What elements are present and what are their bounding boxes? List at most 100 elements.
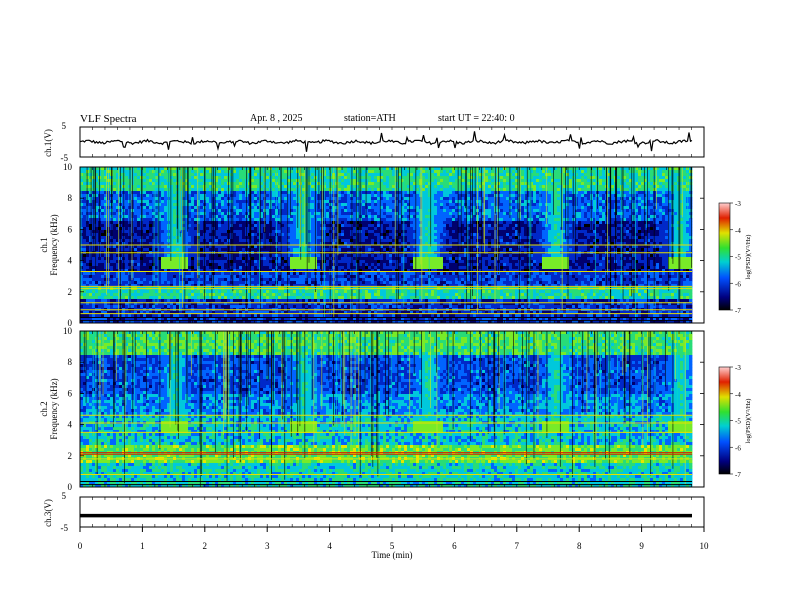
spec-cell — [161, 212, 165, 216]
spec-cell — [536, 215, 540, 219]
spec-cell — [548, 215, 552, 219]
spec-cell — [653, 218, 657, 222]
spec-cell — [431, 191, 435, 195]
spec-cell — [653, 182, 657, 186]
spec-cell — [431, 197, 435, 201]
spec-cell — [143, 224, 147, 228]
spec-cell — [449, 206, 453, 210]
spec-cell — [266, 212, 270, 216]
spec-cell — [659, 236, 663, 240]
spec-cell — [101, 233, 105, 237]
spec-cell — [662, 221, 666, 225]
spec-cell — [338, 206, 342, 210]
spec-cell — [305, 236, 309, 240]
spec-cell — [425, 194, 429, 198]
spec-cell — [308, 236, 312, 240]
spec-cell — [125, 239, 129, 243]
spec-cell — [485, 203, 489, 207]
spec-cell — [308, 230, 312, 234]
spec-cell — [515, 185, 519, 189]
spec-cell — [113, 176, 117, 180]
spec-cell — [329, 173, 333, 177]
spec-cell — [569, 236, 573, 240]
spec-cell — [209, 167, 213, 171]
spec-cell — [308, 209, 312, 213]
spec-cell — [83, 167, 87, 171]
spec-cell — [272, 209, 276, 213]
spec-cell — [143, 212, 147, 216]
spec-cell — [236, 185, 240, 189]
spec-cell — [134, 203, 138, 207]
spec-cell — [206, 233, 210, 237]
date-label: Apr. 8 , 2025 — [250, 113, 303, 124]
spec-cell — [686, 230, 690, 234]
spec-cell — [479, 194, 483, 198]
spec-cell — [437, 200, 441, 204]
spec-cell — [485, 200, 489, 204]
spec-cell — [539, 233, 543, 237]
spec-cell — [668, 188, 672, 192]
spec-cell — [581, 179, 585, 183]
spec-cell — [383, 194, 387, 198]
spec-cell — [512, 206, 516, 210]
spec-cell — [569, 206, 573, 210]
spec-cell — [104, 176, 108, 180]
spec-cell — [533, 176, 537, 180]
spec-cell — [422, 179, 426, 183]
spec-cell — [284, 215, 288, 219]
spec-cell — [80, 176, 84, 180]
spec-cell — [515, 188, 519, 192]
spec-cell — [521, 233, 525, 237]
spec-cell — [653, 200, 657, 204]
spec-cell — [674, 173, 678, 177]
spec-cell — [473, 185, 477, 189]
spec-cell — [446, 230, 450, 234]
spec-cell — [485, 230, 489, 234]
spec-cell — [143, 239, 147, 243]
spec-cell — [593, 227, 597, 231]
spec-cell — [149, 182, 153, 186]
spec-cell — [137, 224, 141, 228]
spec-cell — [218, 221, 222, 225]
spec-cell — [425, 224, 429, 228]
spec-cell — [533, 206, 537, 210]
spec-cell — [488, 167, 492, 171]
spec-cell — [407, 236, 411, 240]
spec-cell — [305, 215, 309, 219]
spec-cell — [302, 182, 306, 186]
spec-cell — [233, 221, 237, 225]
spec-cell — [290, 185, 294, 189]
spec-cell — [536, 224, 540, 228]
spec-cell — [188, 230, 192, 234]
spec-cell — [617, 215, 621, 219]
spec-cell — [287, 185, 291, 189]
spec-cell — [641, 224, 645, 228]
spec-cell — [539, 182, 543, 186]
spec-cell — [173, 233, 177, 237]
spec-cell — [554, 173, 558, 177]
spec-cell — [515, 179, 519, 183]
spec-cell — [326, 185, 330, 189]
spec-cell — [485, 212, 489, 216]
spec-cell — [413, 185, 417, 189]
spec-cell — [143, 176, 147, 180]
spec-cell — [533, 224, 537, 228]
spec-cell — [491, 170, 495, 174]
spec-cell — [530, 191, 534, 195]
spec-cell — [224, 236, 228, 240]
spec-cell — [317, 218, 321, 222]
spec-cell — [185, 188, 189, 192]
spec-cell — [410, 209, 414, 213]
spec-cell — [425, 182, 429, 186]
spec-cell — [266, 188, 270, 192]
spec-cell — [569, 197, 573, 201]
spec-cell — [596, 230, 600, 234]
spec-cell — [296, 233, 300, 237]
spec-cell — [629, 185, 633, 189]
spec-cell — [125, 182, 129, 186]
spec-cell — [146, 197, 150, 201]
spec-cell — [584, 221, 588, 225]
spec-cell — [581, 236, 585, 240]
spec-cell — [344, 200, 348, 204]
spec-cell — [173, 182, 177, 186]
